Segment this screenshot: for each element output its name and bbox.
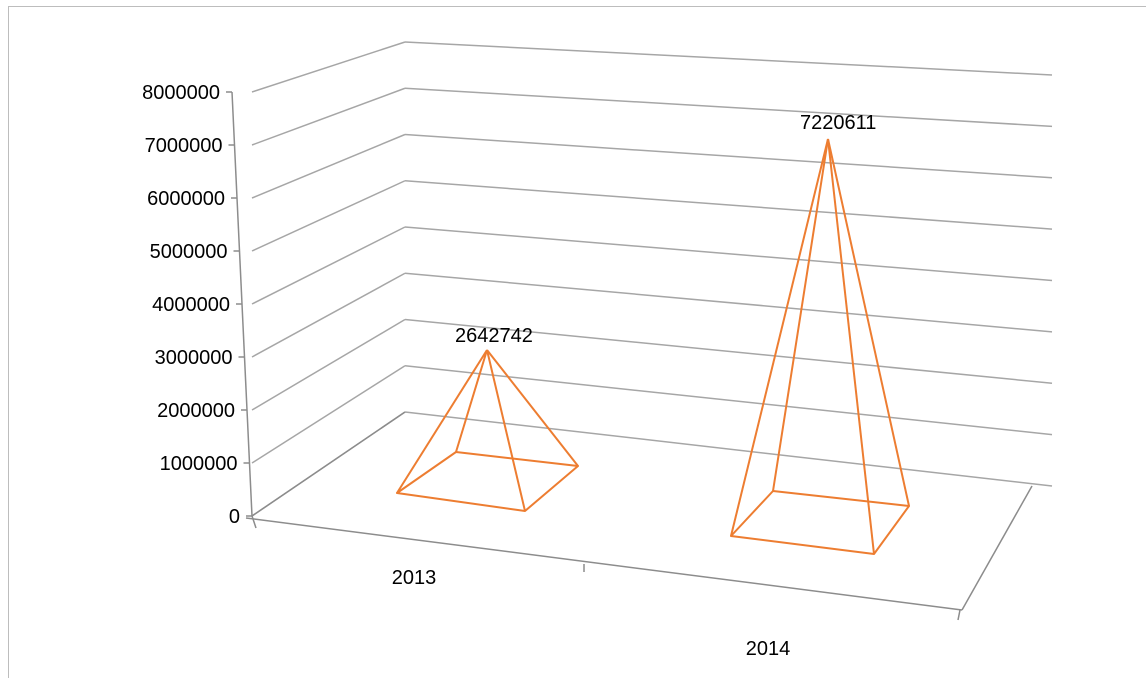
- y-tick-label: 0: [229, 506, 240, 528]
- side-wall-gridline: [251, 318, 406, 411]
- back-wall-gridline: [404, 411, 1053, 487]
- pyramid-edge: [827, 138, 875, 555]
- x-axis-line: [245, 517, 963, 611]
- x-axis-tick-mark: [251, 515, 257, 529]
- x-axis-tick-mark: [957, 609, 961, 621]
- pyramid-edge: [396, 349, 488, 494]
- pyramid-edge: [455, 349, 488, 453]
- pyramid-edge: [730, 138, 829, 537]
- pyramid-2014: [730, 138, 910, 555]
- pyramid-edge: [486, 349, 579, 467]
- side-wall-gridline: [251, 272, 406, 358]
- side-wall-gridline: [251, 87, 406, 146]
- gridlines: [251, 41, 1053, 517]
- back-wall-gridline: [404, 272, 1053, 333]
- back-wall-gridline: [404, 180, 1053, 230]
- y-tick-label: 7000000: [145, 135, 223, 157]
- back-wall-gridline: [404, 87, 1053, 128]
- back-wall-gridline: [404, 226, 1053, 282]
- side-wall-gridline: [251, 133, 406, 199]
- y-tick-label: 1000000: [160, 453, 238, 475]
- pyramid-edge: [486, 349, 526, 512]
- side-wall-gridline: [251, 180, 406, 252]
- back-wall-gridline: [404, 365, 1053, 436]
- y-axis-ticks: 0 1000000 2000000 3000000 4000000 5000000 6000…: [142, 82, 252, 528]
- back-wall-gridline: [404, 133, 1053, 179]
- y-tick-label: 3000000: [155, 347, 233, 369]
- back-wall-gridline: [404, 41, 1053, 76]
- y-tick-label: 8000000: [142, 82, 220, 104]
- pyramid-base: [730, 490, 910, 555]
- side-wall-gridline: [251, 365, 406, 464]
- x-tick-label: 2013: [392, 567, 437, 589]
- data-label-2013: 2642742: [455, 325, 533, 347]
- chart-frame: [8, 6, 1146, 678]
- axes: [231, 91, 1033, 621]
- data-labels: 2642742 7220611: [455, 112, 876, 347]
- back-wall-gridline: [404, 318, 1053, 384]
- pyramid-edge: [827, 138, 910, 507]
- data-label-2014: 7220611: [800, 112, 876, 134]
- x-tick-label: 2014: [746, 638, 791, 660]
- pyramids: [396, 138, 910, 555]
- y-tick-label: 4000000: [152, 294, 230, 316]
- pyramid-base: [396, 451, 579, 512]
- side-wall-gridline: [251, 226, 406, 305]
- pyramid-edge: [772, 138, 829, 492]
- pyramid-2013: [396, 349, 579, 512]
- y-tick-label: 2000000: [157, 400, 235, 422]
- y-tick-label: 6000000: [147, 188, 225, 210]
- floor-left-edge: [251, 411, 406, 517]
- floor-right-edge: [961, 485, 1033, 611]
- side-wall-gridline: [251, 41, 406, 93]
- y-tick-label: 5000000: [150, 241, 228, 263]
- x-axis-ticks: 2013 2014: [392, 567, 791, 660]
